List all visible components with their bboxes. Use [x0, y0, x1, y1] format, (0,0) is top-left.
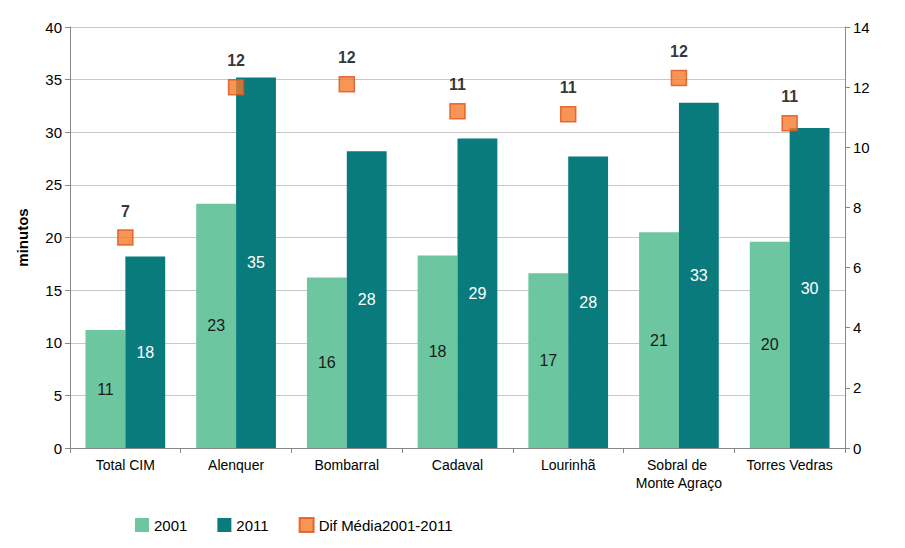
svg-text:35: 35	[45, 71, 62, 88]
svg-text:11: 11	[560, 79, 577, 96]
svg-text:20: 20	[761, 336, 779, 353]
svg-text:0: 0	[54, 440, 62, 457]
svg-text:4: 4	[853, 319, 861, 336]
svg-text:2001: 2001	[154, 517, 187, 534]
svg-text:40: 40	[45, 19, 62, 36]
svg-text:15: 15	[45, 282, 62, 299]
svg-text:29: 29	[469, 285, 487, 302]
svg-text:20: 20	[45, 229, 62, 246]
svg-text:Total CIM: Total CIM	[96, 457, 155, 473]
svg-text:18: 18	[136, 344, 154, 361]
svg-text:30: 30	[801, 280, 819, 297]
svg-text:0: 0	[853, 440, 861, 457]
svg-text:12: 12	[338, 49, 356, 66]
svg-text:11: 11	[97, 381, 114, 398]
svg-text:7: 7	[121, 203, 130, 220]
svg-text:Monte Agraço: Monte Agraço	[636, 475, 723, 491]
svg-text:35: 35	[247, 254, 265, 271]
svg-text:10: 10	[45, 334, 62, 351]
svg-text:8: 8	[853, 199, 861, 216]
svg-text:17: 17	[539, 352, 557, 369]
svg-text:2011: 2011	[236, 517, 268, 534]
svg-text:25: 25	[45, 176, 62, 193]
svg-text:18: 18	[429, 343, 447, 360]
svg-text:11: 11	[781, 88, 798, 105]
svg-text:28: 28	[358, 291, 376, 308]
svg-text:6: 6	[853, 259, 861, 276]
svg-text:21: 21	[650, 332, 668, 349]
svg-text:Sobral de: Sobral de	[647, 457, 711, 473]
svg-text:16: 16	[318, 354, 336, 371]
svg-text:Dif Média2001-2011: Dif Média2001-2011	[319, 517, 453, 534]
svg-text:12: 12	[670, 43, 688, 60]
svg-text:Bombarral: Bombarral	[314, 457, 379, 473]
svg-text:5: 5	[54, 387, 62, 404]
svg-text:minutos: minutos	[14, 208, 31, 266]
svg-text:2: 2	[853, 379, 861, 396]
svg-text:14: 14	[853, 19, 870, 36]
svg-text:23: 23	[207, 317, 225, 334]
svg-text:Lourinhã: Lourinhã	[541, 457, 596, 473]
svg-text:Alenquer: Alenquer	[208, 457, 264, 473]
svg-text:30: 30	[45, 124, 62, 141]
svg-text:11: 11	[449, 76, 466, 93]
svg-text:Cadaval: Cadaval	[432, 457, 483, 473]
svg-text:Torres Vedras: Torres Vedras	[746, 457, 832, 473]
svg-text:10: 10	[853, 139, 870, 156]
svg-text:33: 33	[690, 267, 708, 284]
svg-text:12: 12	[853, 79, 870, 96]
svg-text:12: 12	[227, 52, 245, 69]
svg-text:28: 28	[579, 294, 597, 311]
